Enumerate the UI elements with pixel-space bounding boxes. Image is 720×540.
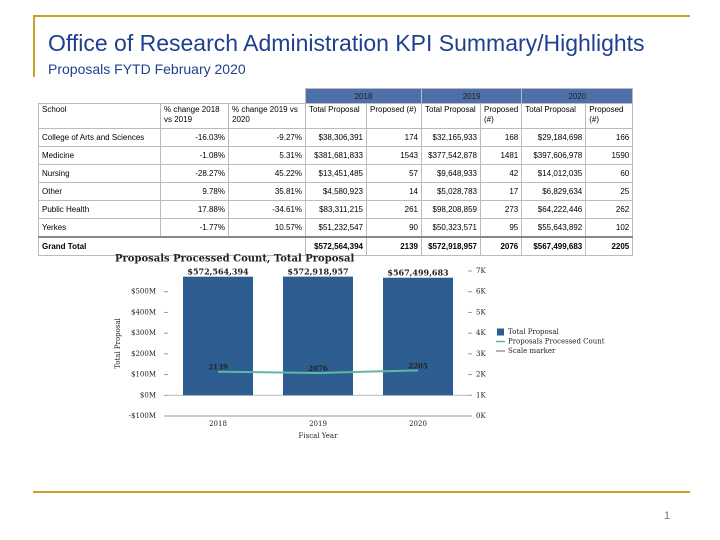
table-cell: [38, 88, 306, 104]
bar-value-label: $567,499,683: [387, 268, 449, 278]
table-cell: 17.88%: [160, 200, 229, 219]
y-tick-label: $400M: [131, 308, 156, 316]
slide-subtitle: Proposals FYTD February 2020: [48, 61, 246, 77]
y2-tick-label: 7K: [476, 267, 486, 275]
y2-tick-label: 3K: [476, 350, 486, 358]
table-cell: 262: [585, 200, 634, 219]
kpi-table: 2018 2019 2020 School% change 2018 vs 2019%…: [38, 88, 634, 256]
table-cell: -34.61%: [228, 200, 306, 219]
table-cell: Grand Total: [38, 236, 306, 256]
page-number: 1: [664, 510, 671, 522]
line: [217, 369, 419, 374]
table-cell: Total Proposal: [521, 103, 587, 129]
top-rule: [33, 15, 690, 17]
x-axis-label: Fiscal Year: [299, 432, 339, 440]
table-cell: 2019: [420, 88, 523, 104]
y2-tick-label: 6K: [476, 288, 486, 296]
y-tick-label: $100M: [131, 371, 156, 379]
table-cell: 2139: [366, 236, 422, 256]
line-value-label: 2076: [308, 364, 328, 373]
table-row: Yerkes -1.77% 10.57% $51,232,547 90 $50,323,5…: [38, 218, 634, 238]
y-tick-label: $300M: [131, 329, 156, 337]
y-axis-label: Total Proposal: [114, 317, 122, 369]
chart-title: Proposals Processed Count, Total Proposa…: [115, 254, 354, 265]
bar: [183, 276, 253, 396]
table-cell: 2076: [479, 236, 523, 256]
table-row: 2018 2019 2020: [38, 88, 634, 104]
bar: [283, 276, 353, 396]
left-rule: [33, 15, 35, 77]
legend-label: Scale marker: [508, 347, 556, 355]
y-tick-label: -$100M: [129, 412, 156, 420]
table-cell: $83,311,215: [305, 200, 367, 219]
x-tick-label: 2018: [209, 420, 227, 428]
table-cell: 2205: [585, 236, 634, 256]
table-row: College of Arts and Sciences -16.03% -9.27…: [38, 128, 634, 147]
table-cell: $572,564,394: [305, 236, 367, 256]
y-tick-label: $500M: [131, 288, 156, 296]
y-tick-label: $0M: [140, 391, 156, 399]
line-value-label: 2205: [408, 361, 428, 370]
table-row: Public Health 17.88% -34.61% $83,311,215 261…: [38, 200, 634, 219]
table-row: Nursing -28.27% 45.22% $13,451,485 57 $9,648,…: [38, 164, 634, 183]
table-row: Grand Total $572,564,394 2139 $572,918,957 2…: [38, 236, 634, 256]
y2-tick-label: 0K: [476, 412, 486, 420]
bar-value-label: $572,918,957: [287, 267, 348, 277]
x-tick-label: 2019: [309, 420, 327, 428]
table-cell: Proposed (#): [585, 103, 634, 129]
table-cell: Proposed (#): [479, 103, 523, 129]
table-cell: % change 2018 vs 2019: [160, 103, 229, 129]
y2-tick-label: 4K: [476, 329, 486, 337]
legend-label: Proposals Processed Count: [508, 338, 605, 346]
table-cell: $98,208,859: [421, 200, 481, 219]
slide-title: Office of Research Administration KPI Su…: [48, 30, 645, 56]
line-value-label: 2139: [208, 363, 228, 372]
bottom-rule: [33, 491, 690, 493]
legend-label: Total Proposal: [508, 328, 560, 336]
table-cell: % change 2019 vs 2020: [228, 103, 306, 129]
y2-tick-label: 5K: [476, 308, 486, 316]
bar: [383, 277, 453, 396]
table-row: Other 9.78% 35.81% $4,580,923 14 $5,028,783 17…: [38, 182, 634, 201]
legend-swatch: [497, 328, 504, 336]
table-cell: 2020: [521, 88, 634, 104]
y-tick-label: $200M: [131, 350, 156, 358]
y2-tick-label: 2K: [476, 371, 486, 379]
bar-value-label: $572,564,394: [187, 267, 249, 277]
table-cell: 42: [479, 164, 523, 183]
table-cell: Proposed (#): [366, 103, 422, 129]
y2-tick-label: 1K: [476, 391, 486, 399]
table-cell: 273: [479, 200, 523, 219]
x-tick-label: 2020: [409, 420, 427, 428]
